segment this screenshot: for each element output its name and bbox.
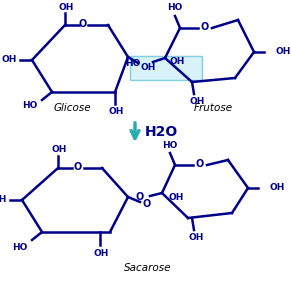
Text: OH: OH bbox=[58, 2, 74, 12]
Text: HO: HO bbox=[22, 102, 38, 111]
Text: OH: OH bbox=[276, 47, 291, 57]
Text: O: O bbox=[143, 199, 151, 209]
Text: OH: OH bbox=[270, 184, 285, 193]
Text: O: O bbox=[79, 19, 87, 29]
Text: O: O bbox=[196, 159, 204, 169]
Text: OH: OH bbox=[189, 97, 205, 106]
Text: HO: HO bbox=[126, 60, 141, 69]
Text: OH: OH bbox=[188, 234, 204, 243]
Text: HO: HO bbox=[12, 243, 28, 252]
Text: OH: OH bbox=[169, 58, 185, 66]
Text: H2O: H2O bbox=[145, 125, 178, 139]
Bar bbox=[130, 56, 202, 80]
Text: OH: OH bbox=[108, 106, 124, 116]
Text: Sacarose: Sacarose bbox=[124, 263, 172, 273]
Text: Frutose: Frutose bbox=[194, 103, 233, 113]
Text: OH: OH bbox=[1, 55, 17, 64]
Text: O: O bbox=[136, 192, 144, 202]
Text: OH: OH bbox=[0, 195, 7, 204]
Text: OH: OH bbox=[51, 145, 67, 153]
Text: Glicose: Glicose bbox=[53, 103, 91, 113]
Text: O: O bbox=[201, 22, 209, 32]
Text: O: O bbox=[74, 162, 82, 172]
Text: HO: HO bbox=[167, 4, 183, 13]
Text: OH: OH bbox=[140, 63, 156, 72]
Text: OH: OH bbox=[93, 249, 109, 257]
Text: HO: HO bbox=[162, 140, 178, 150]
Text: OH: OH bbox=[168, 193, 184, 201]
